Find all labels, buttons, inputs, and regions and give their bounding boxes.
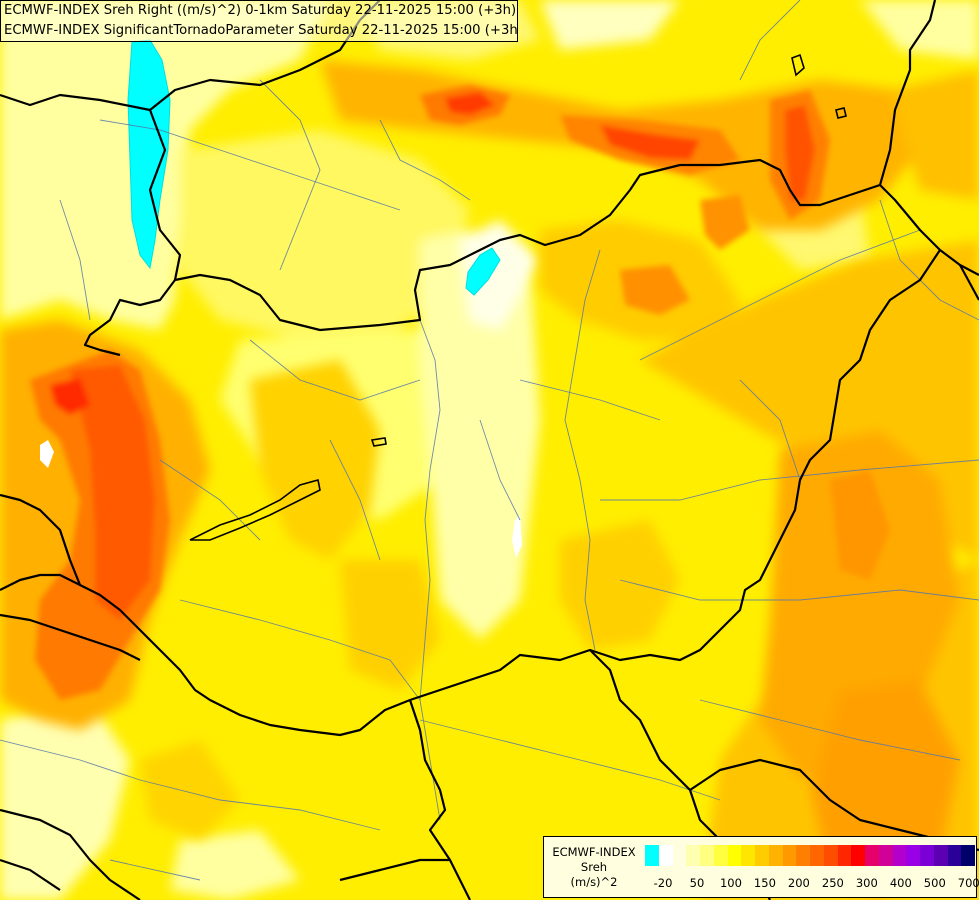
legend-swatch — [892, 845, 907, 866]
legend-title-model: ECMWF-INDEX — [552, 845, 636, 859]
legend-swatch — [658, 845, 673, 866]
legend-swatch — [645, 845, 659, 866]
legend-tick-label: 700 — [957, 876, 979, 890]
legend-title-variable: Sreh — [580, 860, 608, 874]
map-title-stp: ECMWF-INDEX SignificantTornadoParameter … — [4, 23, 518, 38]
legend-tick-label: 50 — [689, 876, 705, 890]
legend-tick-label: 250 — [821, 876, 844, 890]
legend-swatch — [686, 845, 700, 866]
lakes — [189, 53, 847, 541]
legend-ticks: -20 50 100 150 200 250 300 400 500 700 — [645, 876, 979, 892]
cyan-areas — [40, 39, 522, 558]
legend-tick-label: 400 — [889, 876, 912, 890]
legend-swatch — [837, 845, 852, 866]
legend-swatch — [865, 845, 879, 866]
legend-tick-label: 150 — [753, 876, 776, 890]
legend-swatch — [755, 845, 769, 866]
legend-tick-label: 500 — [923, 876, 946, 890]
legend-swatch — [933, 845, 948, 866]
red-areas — [30, 85, 890, 700]
legend-swatch — [741, 845, 755, 866]
legend-swatch — [713, 845, 728, 866]
legend-title: ECMWF-INDEX Sreh (m/s)^2 — [544, 845, 644, 890]
legend-swatch — [782, 845, 797, 866]
legend-swatch — [906, 845, 920, 866]
legend-swatch — [823, 845, 838, 866]
legend-title-unit: (m/s)^2 — [570, 875, 618, 889]
color-legend: ECMWF-INDEX Sreh (m/s)^2 -20 50 100 150 200 2… — [543, 836, 979, 898]
legend-swatch — [727, 845, 742, 866]
legend-swatch — [920, 845, 934, 866]
legend-swatch — [851, 845, 865, 866]
legend-tick-label: 300 — [855, 876, 878, 890]
legend-swatch — [768, 845, 783, 866]
legend-swatch — [947, 845, 962, 866]
legend-tick-label: 100 — [719, 876, 742, 890]
legend-swatch — [878, 845, 893, 866]
legend-swatch — [810, 845, 824, 866]
legend-swatch — [961, 845, 975, 866]
legend-swatches — [645, 845, 975, 866]
map-title-box: ECMWF-INDEX Sreh Right ((m/s)^2) 0-1km S… — [0, 0, 518, 42]
map-title-sreh: ECMWF-INDEX Sreh Right ((m/s)^2) 0-1km S… — [4, 3, 517, 18]
legend-swatch — [672, 845, 687, 866]
legend-tick-label: -20 — [653, 876, 673, 890]
legend-tick-label: 200 — [787, 876, 810, 890]
legend-swatch — [796, 845, 810, 866]
legend-swatch — [700, 845, 714, 866]
